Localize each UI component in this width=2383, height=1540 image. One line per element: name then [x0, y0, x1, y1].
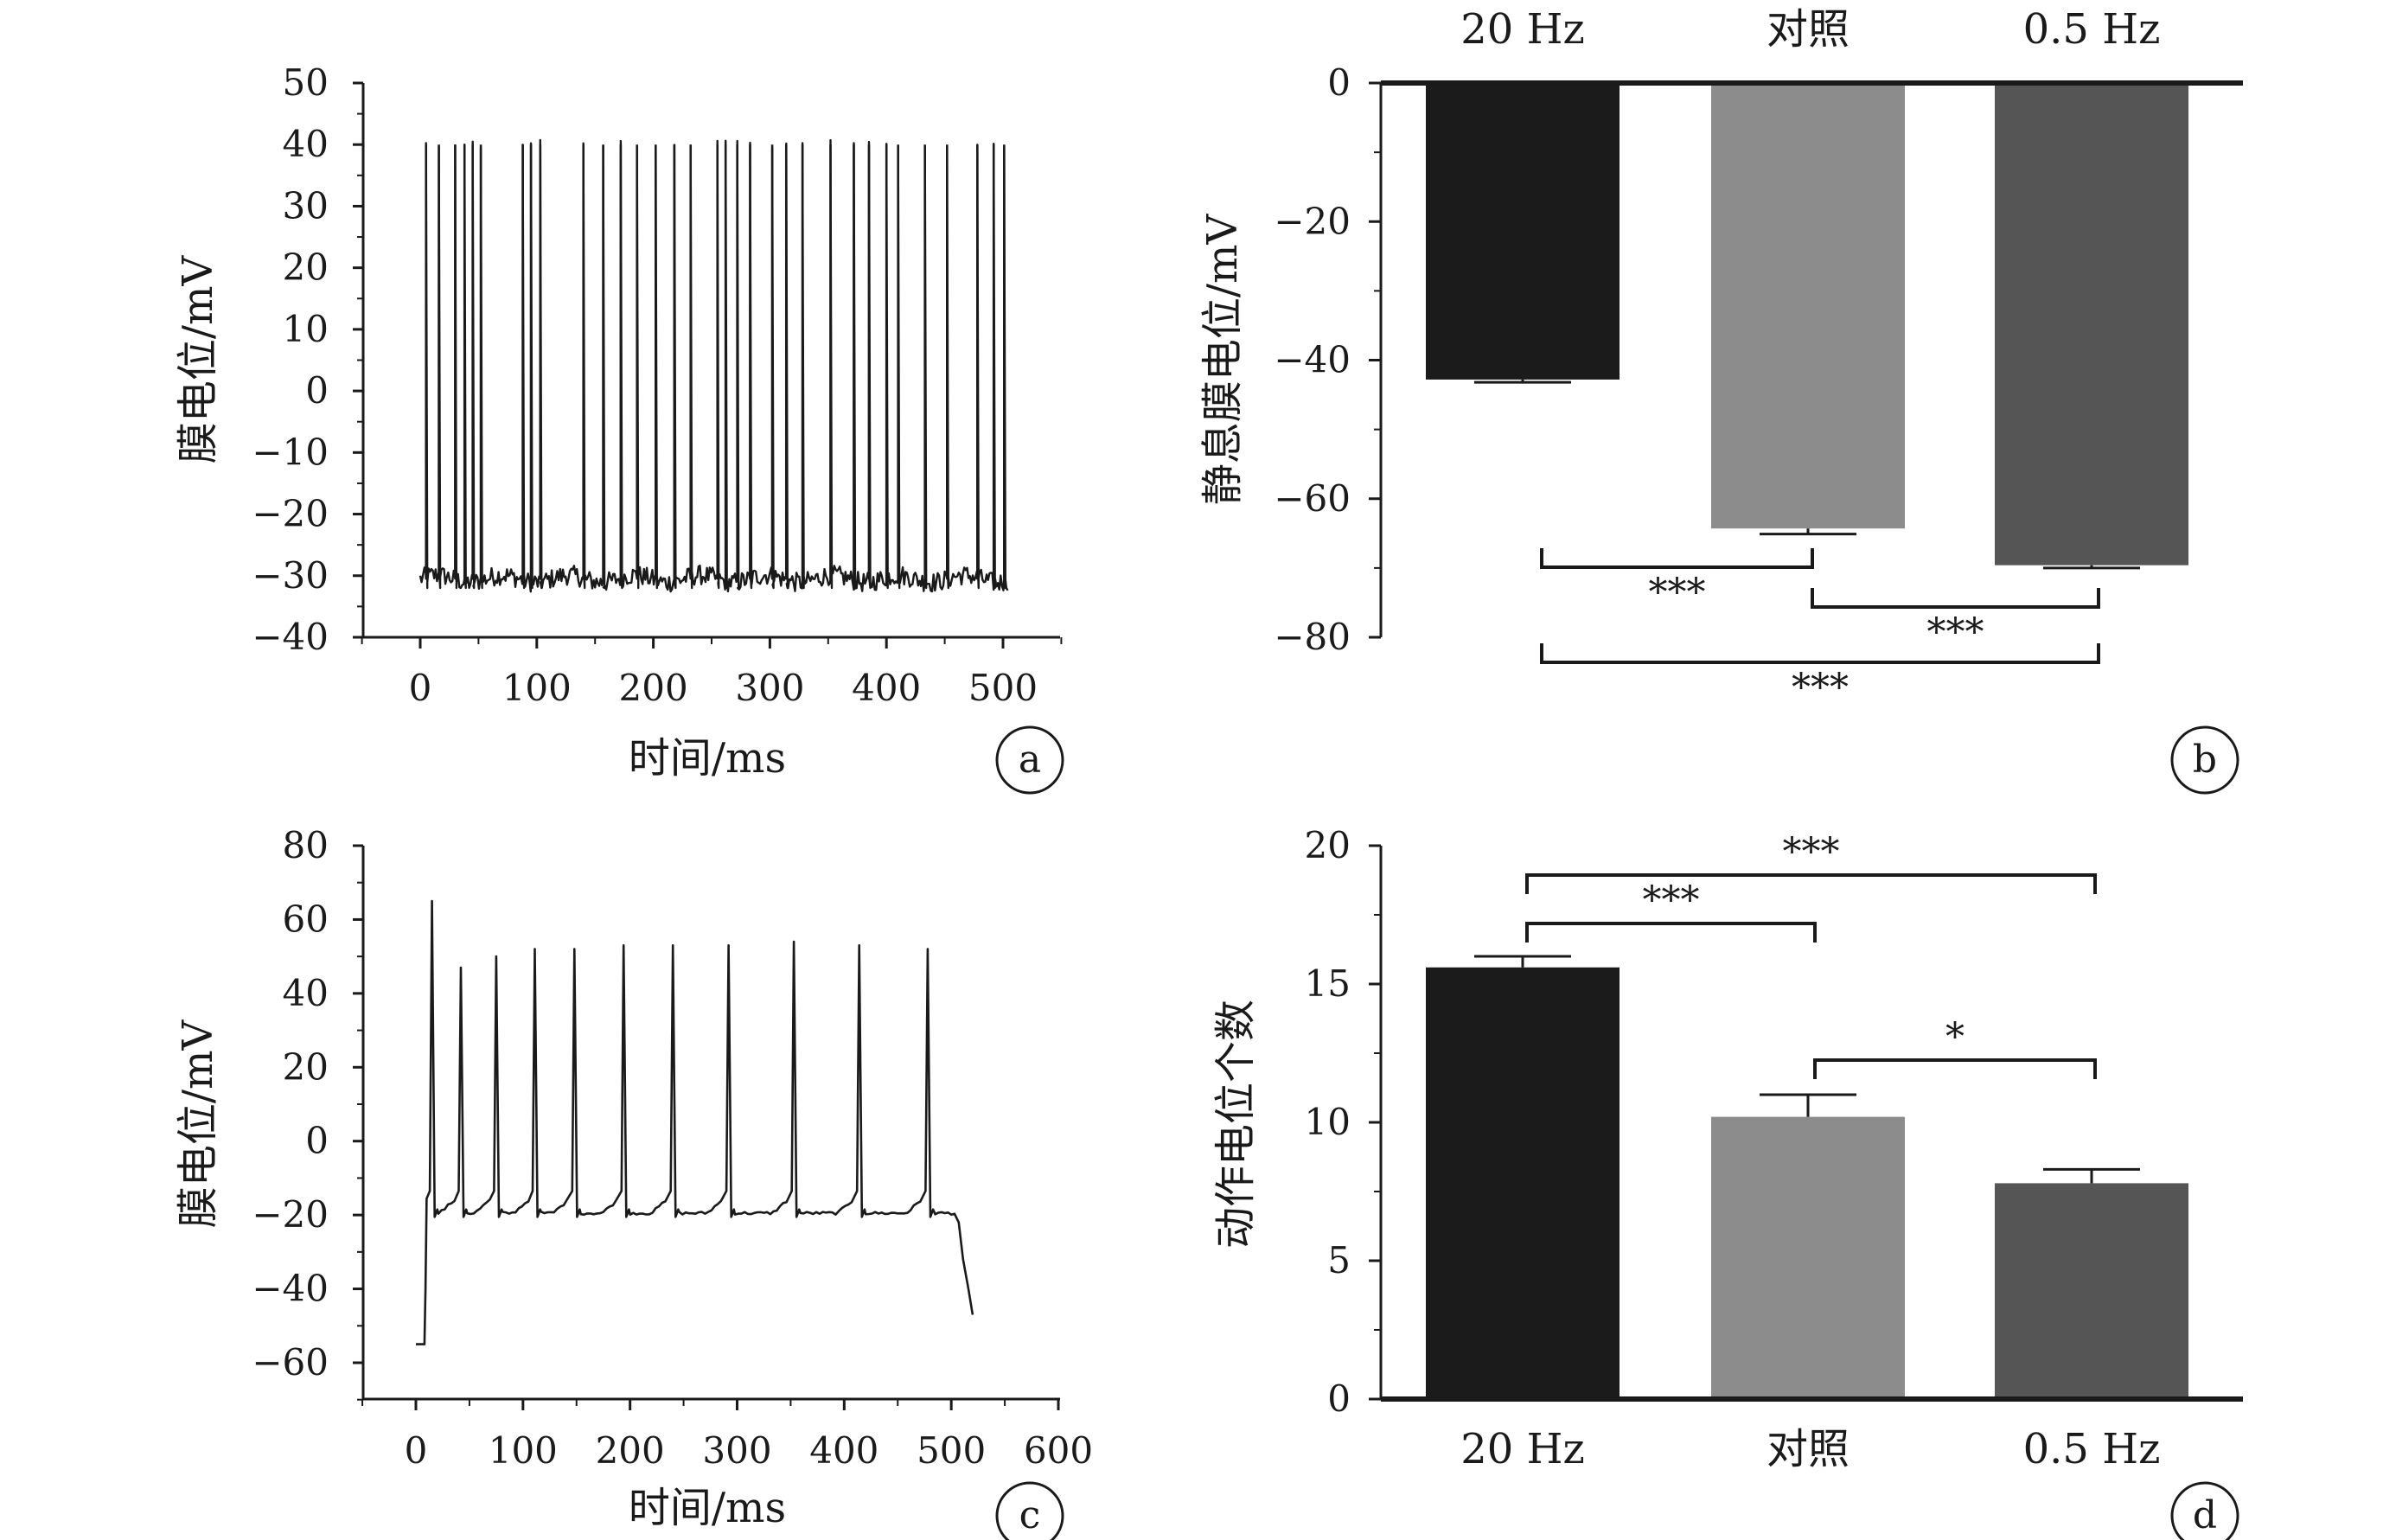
category-label: 20 Hz [1460, 1425, 1584, 1473]
y-axis-title: 动作电位个数 [1211, 1000, 1260, 1249]
y-tick-label: −20 [1274, 200, 1351, 242]
x-tick-label: 300 [735, 667, 804, 709]
significance-label: *** [1792, 666, 1849, 710]
significance-label: *** [1649, 571, 1706, 615]
y-tick-label: −20 [252, 1193, 329, 1236]
y-tick-label: 50 [283, 61, 329, 104]
y-tick-label: 0 [1327, 61, 1351, 104]
y-tick-label: −40 [1274, 339, 1351, 381]
bar-3 [1995, 1183, 2188, 1399]
y-tick-label: 20 [283, 246, 329, 289]
x-tick-label: 100 [502, 667, 572, 709]
y-tick-label: 40 [283, 123, 329, 165]
y-tick-label: 80 [283, 824, 329, 866]
bar-1 [1426, 83, 1620, 380]
x-tick-label: 200 [596, 1429, 665, 1472]
y-tick-label: 5 [1327, 1239, 1351, 1281]
panel-label: d [2193, 1493, 2217, 1537]
significance-label: *** [1783, 830, 1840, 874]
x-axis-title: 时间/ms [629, 1484, 786, 1532]
significance-bracket [1540, 643, 2100, 664]
bar-2 [1711, 83, 1905, 529]
y-tick-label: −30 [252, 554, 329, 597]
category-label: 20 Hz [1460, 5, 1584, 54]
category-label: 对照 [1766, 1425, 1850, 1473]
y-tick-label: 10 [283, 308, 329, 350]
x-tick-label: 0 [405, 1429, 428, 1472]
y-tick-label: −20 [252, 493, 329, 535]
y-tick-label: 20 [283, 1045, 329, 1088]
y-axis-title: 膜电位/mV [174, 1019, 222, 1228]
x-tick-label: 500 [968, 667, 1038, 709]
panel-label-circle [2170, 1481, 2239, 1540]
panel-label-circle [2170, 725, 2239, 795]
significance-label: *** [1927, 610, 1984, 655]
panel-label: a [1019, 738, 1041, 782]
x-tick-label: 400 [852, 667, 921, 709]
x-tick-label: 300 [702, 1429, 771, 1472]
y-tick-label: 0 [1327, 1377, 1351, 1420]
panel-label-circle [995, 1481, 1064, 1540]
panel-label: b [2193, 738, 2217, 782]
significance-label: * [1945, 1015, 1965, 1059]
x-axis-title: 时间/ms [629, 734, 786, 783]
x-tick-label: 500 [917, 1429, 986, 1472]
category-label: 0.5 Hz [2023, 1425, 2161, 1473]
y-tick-label: 10 [1305, 1101, 1351, 1143]
bar-1 [1426, 967, 1620, 1399]
membrane-potential-trace [416, 899, 974, 1345]
x-tick-label: 100 [489, 1429, 558, 1472]
x-tick-label: 600 [1024, 1429, 1093, 1472]
y-tick-label: 0 [305, 1120, 329, 1162]
x-tick-label: 400 [809, 1429, 878, 1472]
panel-label: c [1019, 1493, 1041, 1537]
y-tick-label: −10 [252, 431, 329, 473]
membrane-potential-trace [418, 138, 1009, 593]
y-tick-label: 20 [1305, 824, 1351, 866]
y-tick-label: 15 [1305, 962, 1351, 1005]
y-tick-label: −60 [1274, 477, 1351, 520]
category-label: 对照 [1766, 5, 1850, 54]
bar-3 [1995, 83, 2188, 566]
y-tick-label: 40 [283, 972, 329, 1014]
x-tick-label: 200 [619, 667, 688, 709]
bar-2 [1711, 1116, 1905, 1399]
x-tick-label: 0 [409, 667, 432, 709]
category-label: 0.5 Hz [2023, 5, 2161, 54]
y-tick-label: 60 [283, 898, 329, 940]
y-axis-title: 膜电位/mV [174, 254, 222, 463]
significance-bracket [1525, 873, 2097, 894]
y-tick-label: 0 [305, 369, 329, 412]
y-tick-label: −40 [252, 616, 329, 658]
significance-bracket [1525, 922, 1817, 943]
significance-bracket [1811, 588, 2100, 609]
significance-label: *** [1643, 879, 1700, 923]
significance-bracket [1540, 548, 1814, 569]
panel-b: 20 Hz 对照 0.5 Hz 0 −20 −40 −60 −80 *** *** *** 静息膜电位… [1198, 5, 2243, 710]
y-tick-label: −40 [252, 1268, 329, 1310]
y-tick-label: 30 [283, 184, 329, 227]
y-tick-label: −80 [1274, 616, 1351, 658]
significance-bracket [1813, 1058, 2097, 1079]
y-tick-label: −60 [252, 1341, 329, 1383]
y-axis-title: 静息膜电位/mV [1198, 213, 1247, 505]
panel-label-circle [995, 725, 1064, 795]
